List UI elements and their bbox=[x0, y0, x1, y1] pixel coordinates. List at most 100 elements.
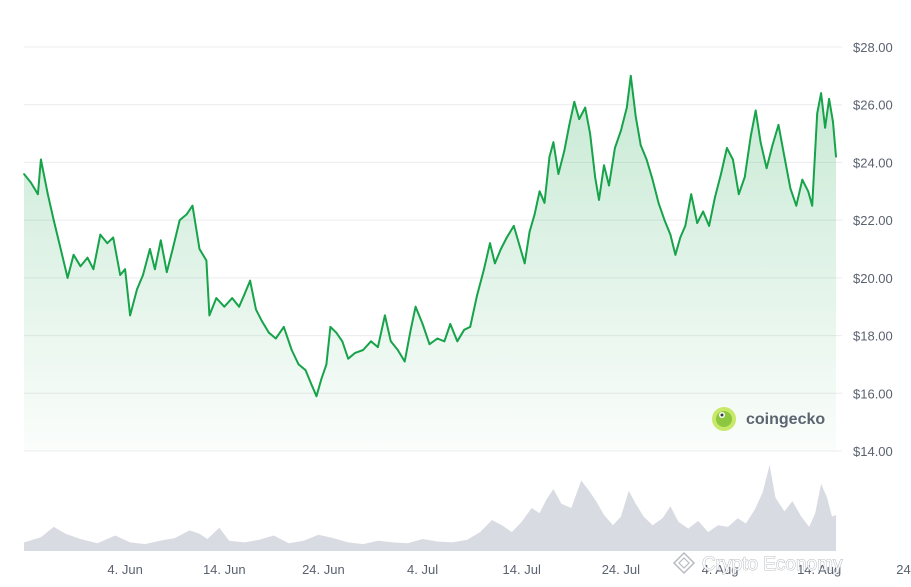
price-point bbox=[154, 268, 156, 271]
price-point bbox=[136, 288, 138, 291]
x-tick-label: 14. Jun bbox=[203, 562, 246, 577]
price-point bbox=[255, 308, 257, 311]
price-point bbox=[489, 242, 491, 245]
y-tick-label: $28.00 bbox=[853, 40, 893, 55]
price-point bbox=[191, 204, 194, 207]
price-point bbox=[310, 383, 313, 386]
price-point bbox=[512, 225, 515, 227]
price-point bbox=[66, 277, 69, 279]
x-tick-label: 4. Aug bbox=[702, 562, 739, 577]
price-point bbox=[23, 173, 25, 175]
price-point bbox=[737, 193, 740, 196]
price-point bbox=[578, 118, 581, 120]
price-point bbox=[215, 297, 218, 299]
price-point bbox=[824, 126, 826, 129]
price-point bbox=[674, 253, 677, 256]
price-point bbox=[528, 230, 531, 233]
price-point bbox=[552, 141, 555, 144]
price-point bbox=[449, 323, 452, 325]
price-point bbox=[106, 242, 109, 245]
price-point bbox=[171, 248, 174, 250]
price-point bbox=[557, 173, 560, 175]
price-point bbox=[304, 369, 307, 372]
price-point bbox=[594, 176, 596, 178]
price-point bbox=[589, 132, 591, 135]
price-point bbox=[714, 196, 716, 199]
price-point bbox=[663, 219, 666, 222]
price-point bbox=[124, 268, 126, 271]
price-point bbox=[754, 109, 757, 112]
price-point bbox=[347, 357, 350, 360]
price-point bbox=[816, 112, 819, 115]
price-point bbox=[759, 141, 762, 144]
price-point bbox=[238, 305, 241, 308]
price-point bbox=[325, 363, 328, 366]
price-point bbox=[533, 213, 536, 216]
price-point bbox=[315, 395, 318, 398]
price-point bbox=[795, 204, 798, 207]
price-point bbox=[59, 248, 62, 250]
price-line bbox=[23, 74, 837, 398]
price-point bbox=[149, 248, 151, 250]
price-point bbox=[743, 176, 746, 178]
price-point bbox=[608, 184, 610, 187]
price-point bbox=[625, 106, 628, 109]
price-point bbox=[421, 323, 424, 325]
price-point bbox=[99, 233, 102, 236]
price-point bbox=[500, 248, 502, 250]
price-point bbox=[119, 274, 122, 276]
price-point bbox=[249, 279, 252, 282]
price-point bbox=[505, 236, 508, 239]
price-point bbox=[832, 121, 834, 123]
price-point bbox=[384, 314, 386, 317]
price-point bbox=[243, 294, 246, 297]
price-point bbox=[52, 219, 55, 222]
price-point bbox=[598, 199, 600, 201]
price-point bbox=[789, 187, 792, 190]
price-point bbox=[92, 268, 95, 271]
price-point bbox=[645, 158, 648, 161]
price-point bbox=[79, 265, 82, 268]
y-tick-label: $24.00 bbox=[853, 155, 893, 170]
volume-shape bbox=[24, 465, 836, 551]
price-point bbox=[72, 253, 75, 256]
x-axis: 4. Jun 14. Jun 24. Jun 4. Jul 14. Jul 24. Jul… bbox=[107, 562, 911, 577]
price-point bbox=[657, 201, 660, 204]
price-point bbox=[820, 92, 822, 95]
price-point bbox=[765, 167, 768, 170]
price-point bbox=[518, 245, 521, 248]
price-point bbox=[354, 352, 356, 354]
x-tick-label: 4. Jun bbox=[107, 562, 142, 577]
price-point bbox=[205, 259, 208, 262]
price-point bbox=[396, 349, 399, 351]
watermark: Crypto Economy bbox=[672, 551, 843, 575]
price-point bbox=[403, 360, 406, 363]
price-point bbox=[261, 320, 263, 322]
price-point bbox=[198, 248, 201, 250]
price-point bbox=[783, 155, 786, 158]
brand-name: coingecko bbox=[746, 411, 825, 428]
price-point bbox=[178, 219, 181, 222]
price-point bbox=[777, 124, 780, 126]
price-point bbox=[159, 239, 162, 242]
price-point bbox=[290, 349, 293, 351]
price-point bbox=[282, 326, 285, 328]
price-point bbox=[538, 190, 541, 193]
y-tick-label: $22.00 bbox=[853, 213, 893, 228]
price-point bbox=[476, 294, 478, 297]
price-point bbox=[185, 213, 188, 216]
price-point bbox=[112, 236, 115, 239]
volume-area bbox=[24, 465, 836, 551]
price-point bbox=[414, 305, 417, 308]
price-point bbox=[696, 222, 699, 224]
price-point bbox=[30, 181, 32, 184]
price-point bbox=[223, 305, 226, 308]
price-point bbox=[409, 328, 412, 331]
price-point bbox=[274, 337, 277, 340]
y-tick-label: $14.00 bbox=[853, 444, 893, 459]
price-point bbox=[811, 204, 814, 207]
price-point bbox=[208, 314, 211, 317]
price-point bbox=[726, 147, 728, 149]
diamond-logo-icon bbox=[672, 551, 696, 575]
